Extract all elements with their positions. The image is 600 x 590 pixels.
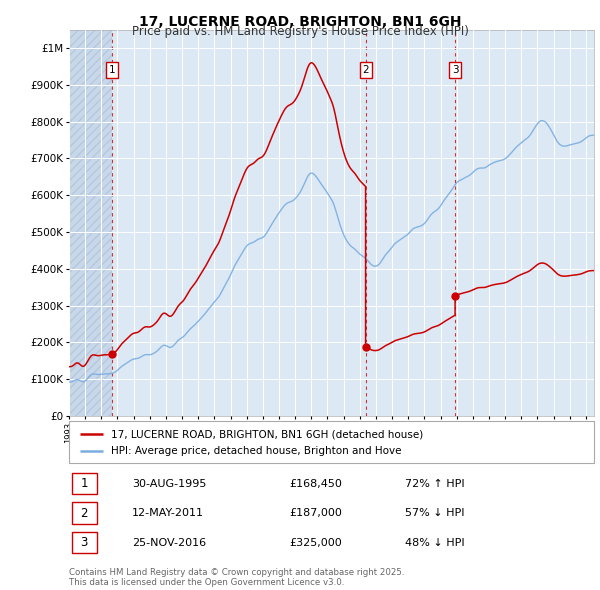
Text: 72% ↑ HPI: 72% ↑ HPI (405, 479, 464, 489)
Text: £187,000: £187,000 (290, 509, 343, 518)
Text: £168,450: £168,450 (290, 479, 343, 489)
FancyBboxPatch shape (71, 532, 97, 553)
Text: HPI: Average price, detached house, Brighton and Hove: HPI: Average price, detached house, Brig… (111, 446, 401, 456)
Text: Price paid vs. HM Land Registry's House Price Index (HPI): Price paid vs. HM Land Registry's House … (131, 25, 469, 38)
Text: 2: 2 (80, 507, 88, 520)
Text: 2: 2 (362, 65, 369, 75)
Text: 1: 1 (80, 477, 88, 490)
Text: £325,000: £325,000 (290, 538, 342, 548)
FancyBboxPatch shape (71, 473, 97, 494)
Text: 17, LUCERNE ROAD, BRIGHTON, BN1 6GH (detached house): 17, LUCERNE ROAD, BRIGHTON, BN1 6GH (det… (111, 430, 423, 440)
Text: 17, LUCERNE ROAD, BRIGHTON, BN1 6GH: 17, LUCERNE ROAD, BRIGHTON, BN1 6GH (139, 15, 461, 29)
Text: 3: 3 (452, 65, 458, 75)
Text: 25-NOV-2016: 25-NOV-2016 (132, 538, 206, 548)
Bar (69, 30, 112, 416)
Text: Contains HM Land Registry data © Crown copyright and database right 2025.
This d: Contains HM Land Registry data © Crown c… (69, 568, 404, 587)
Text: 48% ↓ HPI: 48% ↓ HPI (405, 538, 464, 548)
Text: 30-AUG-1995: 30-AUG-1995 (132, 479, 206, 489)
FancyBboxPatch shape (71, 503, 97, 524)
Text: 12-MAY-2011: 12-MAY-2011 (132, 509, 204, 518)
Text: 3: 3 (80, 536, 88, 549)
Text: 57% ↓ HPI: 57% ↓ HPI (405, 509, 464, 518)
Text: 1: 1 (109, 65, 115, 75)
